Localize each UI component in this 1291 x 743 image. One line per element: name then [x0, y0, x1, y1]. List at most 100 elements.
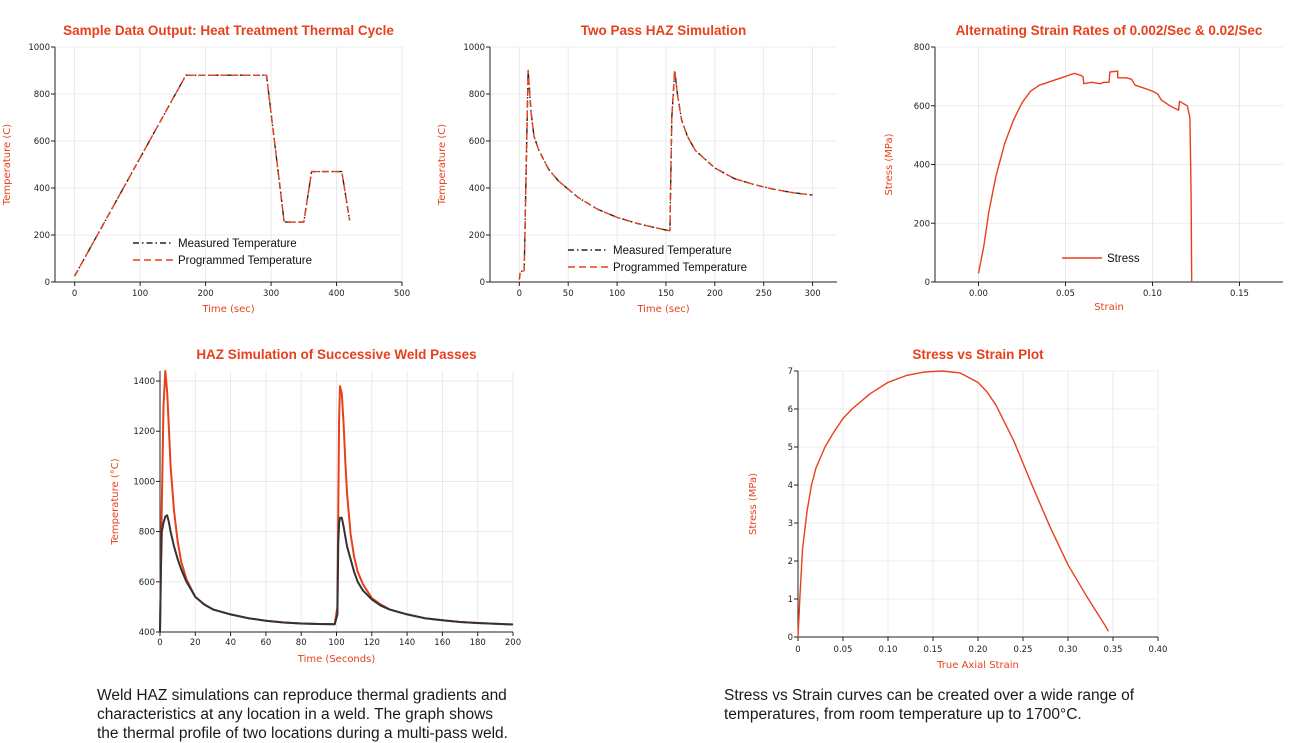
x-tick-label: 0.00 [969, 289, 988, 299]
y-axis-label: Temperature (°C) [110, 458, 121, 545]
legend-label: Measured Temperature [178, 238, 297, 250]
y-tick-label: 1 [788, 595, 793, 605]
x-tick-label: 0.05 [1056, 289, 1075, 299]
x-tick-label: 0 [517, 289, 522, 299]
x-tick-label: 250 [756, 289, 772, 299]
x-axis-label: Time (sec) [201, 304, 254, 315]
series-line [977, 70, 1193, 283]
x-axis-label: Time (sec) [636, 304, 689, 315]
chart-2: 0 50 100 150 200 250 300 0 200 400 600 800 1000 Two P… [437, 23, 837, 315]
x-tick-label: 200 [505, 638, 521, 648]
x-tick-label: 500 [394, 289, 410, 299]
x-tick-label: 300 [263, 289, 279, 299]
caption-left-line: characteristics at any location in a wel… [97, 706, 494, 723]
chart-3: 0.00 0.05 0.10 0.15 0 200 400 600 800 Alternating… [884, 23, 1283, 313]
y-tick-label: 1000 [28, 43, 50, 53]
series-line [159, 514, 514, 633]
y-tick-label: 800 [469, 90, 485, 100]
y-tick-label: 1400 [133, 377, 155, 387]
x-tick-label: 80 [296, 638, 307, 648]
x-tick-label: 0.25 [1014, 645, 1033, 655]
y-tick-label: 200 [34, 231, 50, 241]
x-axis-label: True Axial Strain [936, 660, 1019, 671]
x-tick-label: 0 [795, 645, 800, 655]
x-tick-label: 200 [707, 289, 723, 299]
chart-1: 0 100 200 300 400 500 0 200 400 600 800 1000 Sample … [2, 23, 410, 315]
chart-title: Two Pass HAZ Simulation [581, 23, 747, 38]
x-tick-label: 150 [658, 289, 674, 299]
y-axis-label: Temperature (C) [437, 124, 448, 206]
x-tick-label: 0.10 [879, 645, 898, 655]
x-tick-label: 140 [399, 638, 415, 648]
y-tick-label: 600 [34, 137, 50, 147]
y-tick-label: 6 [788, 405, 793, 415]
chart-title: Stress vs Strain Plot [912, 347, 1044, 362]
y-tick-label: 600 [139, 578, 155, 588]
caption-right: Stress vs Strain curves can be created o… [724, 686, 1244, 724]
series-line [797, 370, 1110, 638]
legend-label: Measured Temperature [613, 245, 732, 257]
y-tick-label: 3 [788, 519, 793, 529]
y-tick-label: 600 [469, 137, 485, 147]
y-tick-label: 0 [788, 633, 793, 643]
y-tick-label: 0 [480, 278, 485, 288]
y-tick-label: 7 [788, 367, 793, 377]
chart-5: 0 0.05 0.10 0.15 0.20 0.25 0.30 0.35 0.40 0 1 2 3 4 5 6… [748, 347, 1167, 671]
chart-title: HAZ Simulation of Successive Weld Passes [196, 347, 476, 362]
x-tick-label: 300 [804, 289, 820, 299]
y-tick-label: 400 [139, 628, 155, 638]
x-tick-label: 100 [132, 289, 148, 299]
y-axis-label: Stress (MPa) [748, 473, 759, 535]
x-tick-label: 0.15 [924, 645, 943, 655]
x-tick-label: 180 [470, 638, 486, 648]
x-tick-label: 200 [197, 289, 213, 299]
x-tick-label: 0.40 [1149, 645, 1168, 655]
caption-left-line: Weld HAZ simulations can reproduce therm… [97, 687, 507, 704]
x-tick-label: 120 [364, 638, 380, 648]
x-tick-label: 50 [563, 289, 574, 299]
chart-title: Sample Data Output: Heat Treatment Therm… [63, 23, 394, 38]
x-tick-label: 0.05 [834, 645, 853, 655]
y-tick-label: 1000 [463, 43, 485, 53]
chart-4: 0 20 40 60 80 100 120 140 160 180 200 400 600 800 1000… [110, 347, 521, 665]
legend-label: Programmed Temperature [613, 262, 747, 274]
x-tick-label: 0.10 [1143, 289, 1162, 299]
x-tick-label: 0.30 [1059, 645, 1078, 655]
x-tick-label: 160 [434, 638, 450, 648]
y-tick-label: 0 [45, 278, 50, 288]
x-tick-label: 100 [609, 289, 625, 299]
y-tick-label: 200 [914, 219, 930, 229]
x-tick-label: 0 [157, 638, 162, 648]
caption-right-line: temperatures, from room temperature up t… [724, 706, 1082, 723]
y-axis-label: Temperature (C) [2, 124, 13, 206]
x-tick-label: 0.35 [1104, 645, 1123, 655]
y-tick-label: 800 [34, 90, 50, 100]
y-tick-label: 400 [469, 184, 485, 194]
y-tick-label: 800 [914, 43, 930, 53]
y-tick-label: 400 [914, 161, 930, 171]
caption-left-line: the thermal profile of two locations dur… [97, 725, 508, 742]
x-tick-label: 400 [328, 289, 344, 299]
y-tick-label: 400 [34, 184, 50, 194]
legend-label: Stress [1107, 253, 1140, 265]
x-tick-label: 0.20 [969, 645, 988, 655]
y-tick-label: 4 [788, 481, 793, 491]
y-tick-label: 800 [139, 528, 155, 538]
x-tick-label: 0.15 [1230, 289, 1249, 299]
y-tick-label: 2 [788, 557, 793, 567]
x-axis-label: Strain [1094, 302, 1124, 313]
y-axis-label: Stress (MPa) [884, 133, 895, 195]
series-line [73, 74, 351, 277]
x-tick-label: 0 [72, 289, 77, 299]
y-tick-label: 1000 [133, 477, 155, 487]
series-line [518, 69, 813, 280]
x-tick-label: 60 [260, 638, 271, 648]
y-tick-label: 1200 [133, 427, 155, 437]
x-tick-label: 40 [225, 638, 236, 648]
chart-title: Alternating Strain Rates of 0.002/Sec & … [956, 23, 1263, 38]
x-tick-label: 20 [190, 638, 201, 648]
y-tick-label: 5 [788, 443, 793, 453]
y-tick-label: 200 [469, 231, 485, 241]
caption-right-line: Stress vs Strain curves can be created o… [724, 687, 1135, 704]
